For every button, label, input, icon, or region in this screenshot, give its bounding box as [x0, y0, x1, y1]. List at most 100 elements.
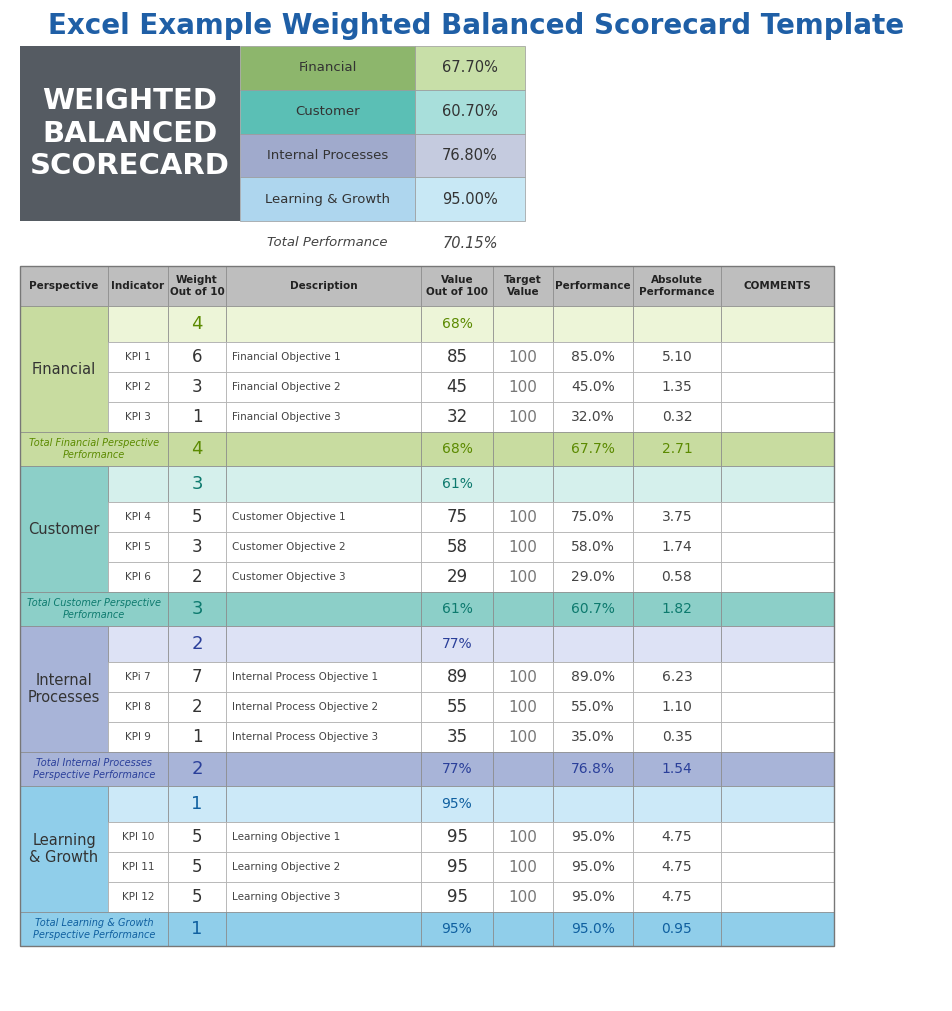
Text: 6: 6	[191, 348, 202, 366]
Text: 67.7%: 67.7%	[571, 442, 615, 456]
Text: 95.0%: 95.0%	[571, 830, 615, 844]
Bar	[553, 722, 633, 752]
Text: Internal Processes: Internal Processes	[267, 149, 388, 162]
Text: 55: 55	[446, 698, 467, 716]
Text: Description: Description	[289, 281, 357, 291]
Text: 1: 1	[191, 795, 203, 813]
Text: 95: 95	[446, 858, 467, 876]
Bar	[108, 532, 168, 562]
Bar	[226, 752, 421, 786]
Text: 0.58: 0.58	[662, 570, 692, 584]
Bar	[633, 882, 721, 912]
Bar	[226, 432, 421, 466]
Bar	[553, 626, 633, 662]
Text: 3: 3	[191, 600, 203, 618]
Text: 55.0%: 55.0%	[571, 700, 615, 714]
Bar	[108, 722, 168, 752]
Bar	[168, 662, 226, 692]
Bar	[108, 562, 168, 592]
Text: 100: 100	[508, 379, 538, 394]
Bar	[721, 852, 834, 882]
Text: 100: 100	[508, 350, 538, 365]
Bar	[553, 266, 633, 306]
Bar	[421, 306, 493, 342]
Text: 1.54: 1.54	[662, 762, 692, 776]
Bar	[721, 912, 834, 946]
Bar	[108, 852, 168, 882]
Bar	[493, 852, 553, 882]
Text: 1.82: 1.82	[662, 602, 692, 616]
Text: 3: 3	[191, 538, 203, 556]
Text: 4: 4	[191, 315, 203, 333]
Text: 45.0%: 45.0%	[571, 380, 615, 394]
Bar	[421, 266, 493, 306]
Bar	[721, 662, 834, 692]
Bar	[168, 502, 226, 532]
Text: 68%: 68%	[442, 442, 472, 456]
Bar	[108, 502, 168, 532]
Bar	[721, 882, 834, 912]
Bar	[553, 372, 633, 402]
Bar	[20, 592, 168, 626]
Text: 100: 100	[508, 409, 538, 425]
Bar	[633, 306, 721, 342]
Bar	[553, 402, 633, 432]
Text: Value
Out of 100: Value Out of 100	[426, 275, 488, 297]
Bar	[168, 882, 226, 912]
Text: 7: 7	[191, 668, 202, 686]
Bar	[20, 266, 834, 946]
Text: 95.0%: 95.0%	[571, 860, 615, 874]
Bar	[553, 306, 633, 342]
Text: 100: 100	[508, 700, 538, 715]
Bar	[493, 306, 553, 342]
Bar	[168, 692, 226, 722]
Text: 32: 32	[446, 408, 467, 426]
Text: 95.0%: 95.0%	[571, 890, 615, 904]
Bar	[421, 626, 493, 662]
Bar	[421, 852, 493, 882]
Bar	[421, 722, 493, 752]
Text: Learning & Growth: Learning & Growth	[265, 193, 390, 205]
Text: 0.35: 0.35	[662, 730, 692, 744]
Text: 77%: 77%	[442, 762, 472, 776]
Bar	[421, 786, 493, 822]
Bar	[168, 306, 226, 342]
Bar	[421, 662, 493, 692]
Bar	[240, 45, 415, 90]
Text: 5: 5	[191, 508, 202, 526]
Bar	[633, 466, 721, 502]
Text: 4: 4	[191, 440, 203, 458]
Text: 61%: 61%	[442, 602, 472, 616]
Bar	[721, 432, 834, 466]
Text: 85.0%: 85.0%	[571, 350, 615, 364]
Text: KPI 5: KPI 5	[125, 542, 151, 552]
Bar	[493, 466, 553, 502]
Bar	[20, 786, 108, 912]
Text: Learning Objective 1: Learning Objective 1	[232, 832, 340, 842]
Bar	[721, 752, 834, 786]
Text: 75: 75	[446, 508, 467, 526]
Bar	[168, 786, 226, 822]
Bar	[226, 372, 421, 402]
Bar	[633, 502, 721, 532]
Bar	[421, 502, 493, 532]
Text: 95%: 95%	[442, 922, 472, 936]
Text: 35.0%: 35.0%	[571, 730, 615, 744]
Bar	[20, 266, 108, 306]
Bar	[493, 432, 553, 466]
Text: Total Internal Processes
Perspective Performance: Total Internal Processes Perspective Per…	[32, 758, 155, 779]
Bar	[226, 662, 421, 692]
Text: Internal Process Objective 3: Internal Process Objective 3	[232, 732, 378, 742]
Text: Financial: Financial	[298, 62, 357, 75]
Bar	[493, 372, 553, 402]
Bar	[493, 592, 553, 626]
Text: KPI 12: KPI 12	[122, 892, 154, 902]
Text: Performance: Performance	[555, 281, 631, 291]
Bar	[415, 177, 525, 221]
Bar	[633, 786, 721, 822]
Bar	[553, 692, 633, 722]
Text: 58: 58	[446, 538, 467, 556]
Bar	[493, 752, 553, 786]
Text: Absolute
Performance: Absolute Performance	[639, 275, 715, 297]
Text: Internal
Processes: Internal Processes	[28, 672, 100, 706]
